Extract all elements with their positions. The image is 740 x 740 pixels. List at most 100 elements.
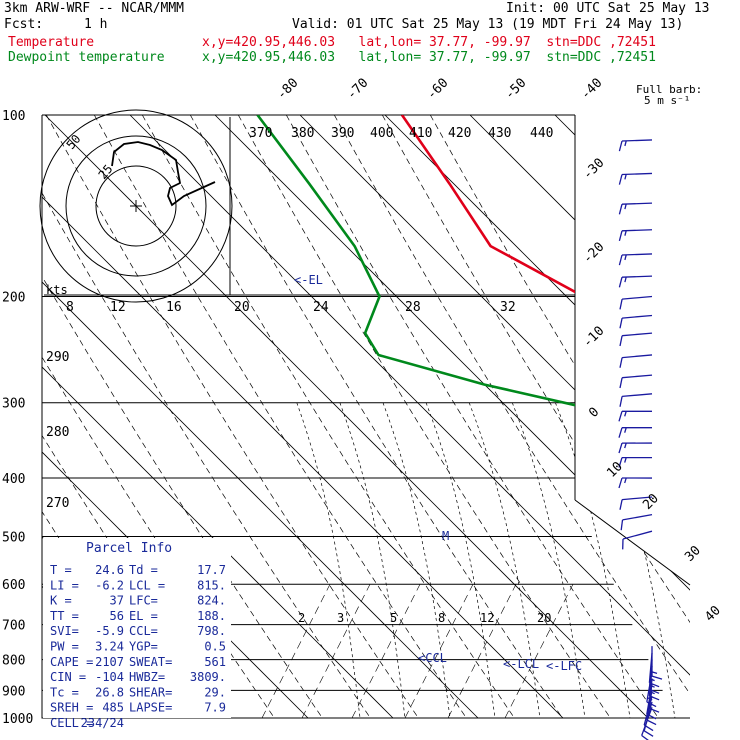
parcel-info-value: -104 bbox=[95, 670, 124, 684]
mixing-ratio-label: 8 bbox=[438, 611, 445, 625]
speed-scale-label: 12 bbox=[110, 300, 126, 315]
wind-barb-flag bbox=[618, 230, 623, 242]
wind-barb-flag bbox=[619, 377, 623, 389]
isotherm-label: 0 bbox=[586, 405, 602, 421]
forecast-label: Fcst: bbox=[4, 17, 44, 32]
level-annotation: M bbox=[442, 529, 449, 543]
wind-barb bbox=[619, 332, 653, 347]
wind-barb-staff bbox=[622, 530, 653, 540]
wind-barb bbox=[618, 253, 653, 266]
wind-barb-staff bbox=[621, 172, 653, 176]
wind-barb-flag bbox=[643, 730, 654, 737]
wind-barb-staff bbox=[621, 275, 653, 278]
wind-barb-flag bbox=[620, 519, 624, 531]
parcel-info-key: SHEAR= bbox=[129, 685, 172, 699]
isotherm-label: -70 bbox=[344, 76, 371, 103]
pressure-tick-label: 300 bbox=[2, 397, 25, 412]
parcel-info-value: 37 bbox=[110, 594, 124, 608]
parcel-info-box bbox=[43, 538, 231, 718]
moist-adiabat-line bbox=[339, 402, 406, 718]
dry-adiabat-label: 420 bbox=[448, 126, 471, 141]
mixing-ratio-line bbox=[261, 584, 331, 718]
moist-adiabat-line bbox=[598, 402, 676, 718]
parcel-info-value: 17.7 bbox=[197, 563, 226, 577]
speed-scale-label: 32 bbox=[500, 300, 516, 315]
wind-barb-flag bbox=[618, 204, 623, 215]
wind-barb-half-flag bbox=[624, 411, 627, 417]
wind-barb bbox=[620, 514, 653, 531]
model-title: 3km ARW-WRF -- NCAR/MMM bbox=[4, 1, 185, 16]
dry-adiabat-label: 380 bbox=[291, 126, 314, 141]
dry-adiabat-line bbox=[42, 115, 371, 718]
level-annotation: <CCL bbox=[418, 651, 447, 665]
wind-barb-staff bbox=[643, 695, 653, 726]
wind-barb-half-flag bbox=[624, 276, 627, 283]
wind-barb bbox=[618, 275, 653, 288]
parcel-info-key: K = bbox=[50, 594, 72, 608]
isotherm-label: 30 bbox=[682, 543, 704, 565]
parcel-info-key: LI = bbox=[50, 578, 79, 592]
wind-barb bbox=[651, 646, 663, 680]
parcel-info-key: LCL = bbox=[129, 578, 165, 592]
wind-barb-flag bbox=[618, 427, 623, 438]
wind-barb bbox=[619, 295, 653, 310]
hodograph-ring bbox=[65, 135, 207, 277]
wind-barb-flag bbox=[618, 411, 623, 422]
wind-barb bbox=[618, 172, 653, 185]
mixing-ratio-line bbox=[301, 584, 371, 718]
isotherm-line bbox=[469, 115, 690, 718]
moist-adiabat-line bbox=[382, 402, 451, 718]
parcel-info-value: 7.9 bbox=[204, 701, 226, 715]
wind-barb-flag bbox=[619, 335, 623, 347]
speed-scale-label: 28 bbox=[405, 300, 421, 315]
parcel-info-value: 3.24 bbox=[95, 640, 124, 654]
level-annotation: <-EL bbox=[294, 273, 323, 287]
wind-barb-staff bbox=[622, 354, 653, 359]
wind-barb-half-flag bbox=[624, 442, 627, 449]
isotherm-label: -20 bbox=[580, 240, 607, 267]
init-time: Init: 00 UTC Sat 25 May 13 bbox=[506, 1, 710, 16]
mixing-ratio-label: 12 bbox=[480, 611, 494, 625]
wind-barb-staff bbox=[621, 229, 653, 232]
isotherm-line bbox=[42, 115, 394, 718]
hodograph-ring bbox=[39, 109, 233, 303]
parcel-info-key: CELL = bbox=[50, 716, 93, 730]
wind-barb-flag bbox=[619, 396, 623, 407]
parcel-info-value: -6.2 bbox=[95, 578, 124, 592]
wind-barb-half-flag bbox=[624, 427, 627, 433]
wind-barb-half-flag bbox=[624, 140, 627, 147]
isotherm-line bbox=[554, 115, 690, 718]
hodograph-trace bbox=[111, 141, 216, 207]
parcel-info-key: PW = bbox=[50, 640, 79, 654]
parcel-info-value: -5.9 bbox=[95, 624, 124, 638]
parcel-info-value: 56 bbox=[110, 609, 124, 623]
wind-barb bbox=[622, 530, 653, 550]
pressure-tick-label: 100 bbox=[2, 109, 25, 124]
parcel-info-key: EL = bbox=[129, 609, 158, 623]
dry-adiabat-line bbox=[237, 115, 611, 718]
mixing-ratio-label: 3 bbox=[337, 611, 344, 625]
speed-scale-label: 24 bbox=[313, 300, 329, 315]
pressure-tick-label: 500 bbox=[2, 530, 25, 545]
wind-barb-staff bbox=[622, 332, 653, 337]
mixing-ratio-label: 5 bbox=[390, 611, 397, 625]
parcel-info-value: 234/24 bbox=[81, 716, 124, 730]
parcel-info-key: T = bbox=[50, 563, 72, 577]
parcel-info-key: LFC= bbox=[129, 594, 158, 608]
parcel-info-value: 29. bbox=[204, 685, 226, 699]
isotherm-line bbox=[42, 115, 564, 718]
dry-adiabat-label: 370 bbox=[249, 126, 272, 141]
isotherm-label: -10 bbox=[580, 324, 607, 351]
wind-barb-flag bbox=[619, 357, 623, 368]
dewpoint-legend-name: Dewpoint temperature bbox=[8, 50, 165, 65]
wind-barb bbox=[618, 477, 653, 489]
wind-barb-flag bbox=[618, 442, 623, 454]
isotherm-label: -30 bbox=[580, 156, 607, 183]
level-annotation: <-LCL bbox=[503, 657, 539, 671]
wind-barb-half-flag bbox=[624, 457, 627, 463]
wind-barb-half-flag bbox=[624, 203, 627, 210]
parcel-info-key: CAPE = bbox=[50, 655, 93, 669]
wind-barb bbox=[618, 410, 653, 422]
hodograph-ring-label: 50 bbox=[64, 132, 84, 152]
pressure-tick-label: 400 bbox=[2, 472, 25, 487]
